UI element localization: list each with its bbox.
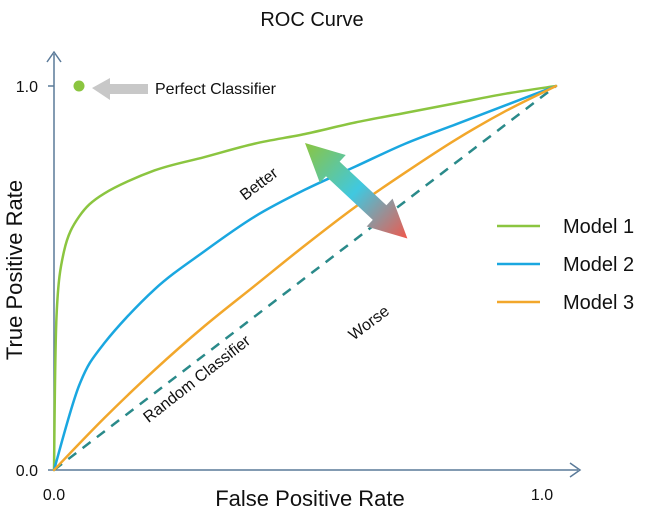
legend-label: Model 3: [563, 292, 634, 314]
series-line-model-2: [52, 84, 558, 472]
y-axis-arrowhead: [46, 50, 62, 63]
series-group: [52, 84, 558, 472]
perfect-classifier-group: Perfect Classifier: [73, 78, 277, 100]
series-line-model-3: [52, 84, 558, 472]
perfect-classifier-point: [73, 80, 85, 92]
worse-label: Worse: [346, 303, 393, 344]
random-classifier-line: [53, 85, 557, 471]
y-tick-label: 0.0: [16, 463, 38, 480]
perfect-classifier-arrow: [92, 78, 148, 100]
legend: Model 1 Model 2 Model 3: [497, 216, 634, 314]
better-worse-arrow: [305, 143, 408, 239]
x-axis-arrowhead: [569, 462, 582, 478]
random-classifier-group: Random Classifier: [53, 85, 557, 471]
perfect-classifier-label: Perfect Classifier: [155, 81, 277, 98]
x-tick-label: 1.0: [531, 487, 553, 504]
y-tick-label: 1.0: [16, 79, 38, 96]
better-label: Better: [237, 164, 282, 204]
y-axis-label: True Positive Rate: [2, 180, 27, 360]
random-classifier-label: Random Classifier: [140, 332, 254, 426]
series-line-model-1: [52, 84, 558, 472]
x-tick-label: 0.0: [43, 487, 65, 504]
legend-label: Model 2: [563, 254, 634, 276]
tick-labels: 1.0 0.0 0.0 1.0: [16, 79, 553, 504]
better-worse-indicator: Better Worse: [237, 143, 408, 344]
x-axis-label: False Positive Rate: [215, 486, 405, 511]
chart-title: ROC Curve: [260, 9, 363, 31]
legend-label: Model 1: [563, 216, 634, 238]
